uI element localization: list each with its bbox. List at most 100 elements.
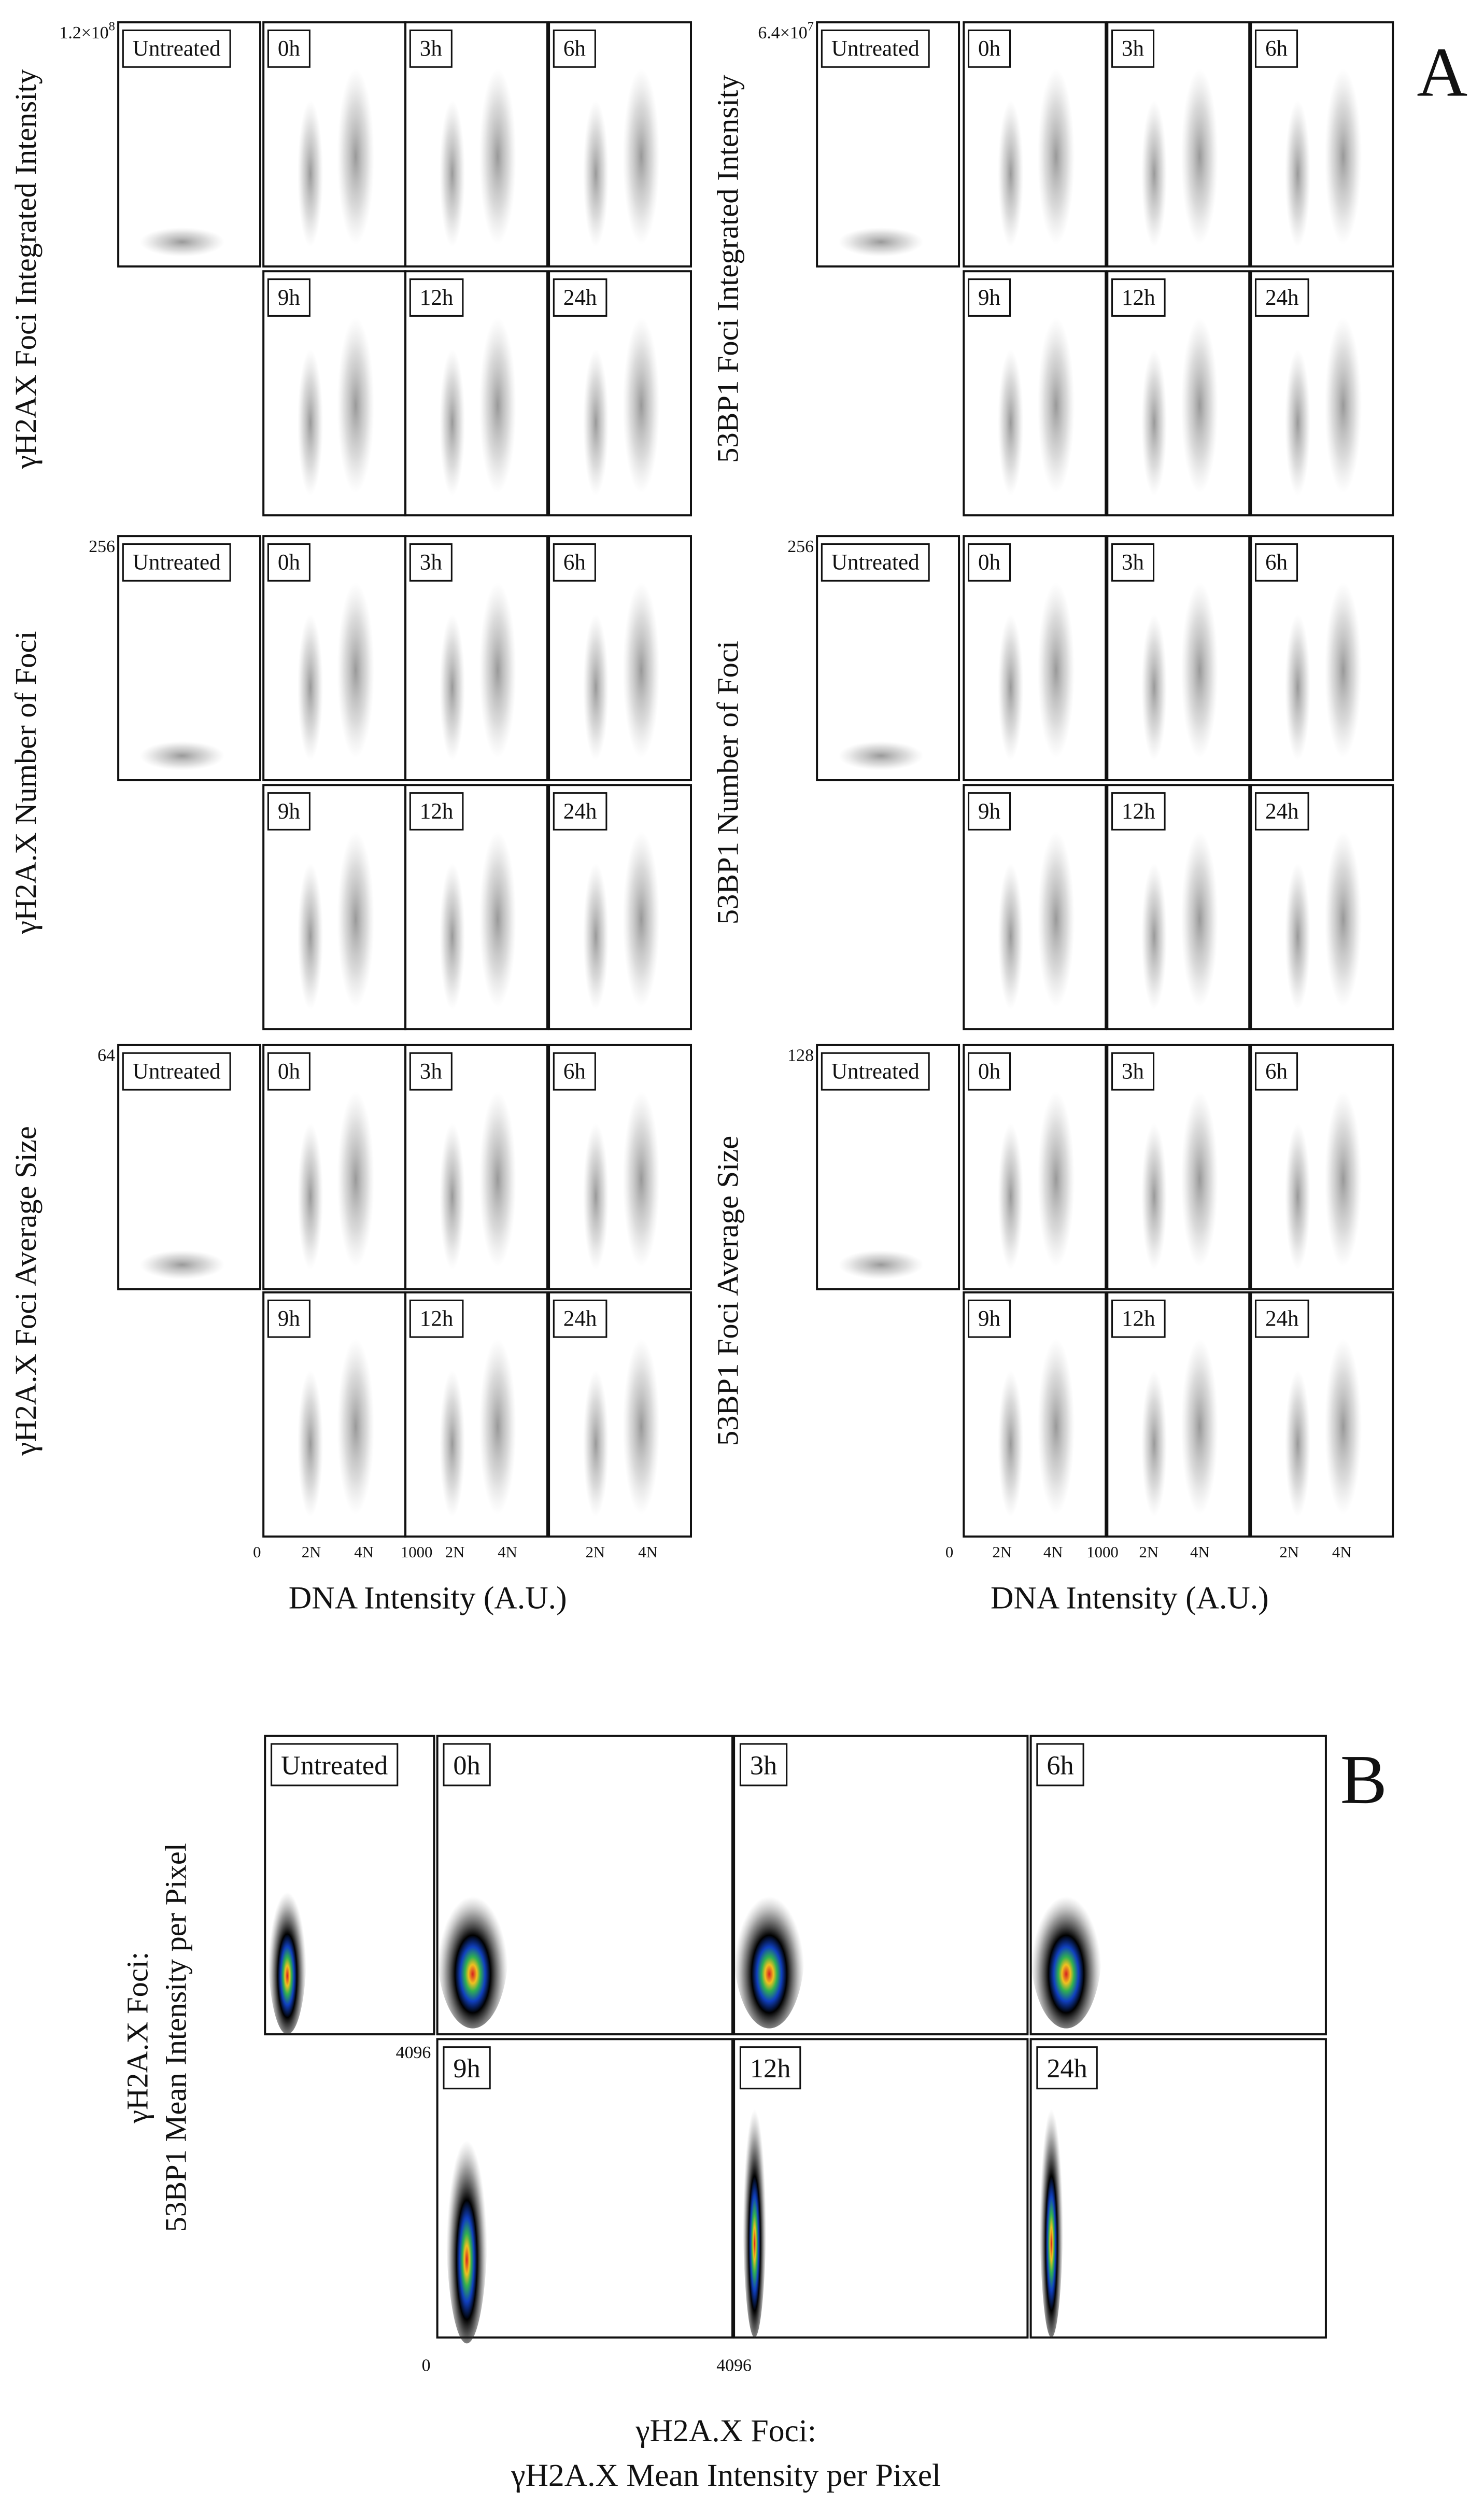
panel-tag-box	[553, 29, 596, 68]
point-cloud	[337, 1339, 374, 1515]
panel-tag-box	[122, 29, 231, 68]
x-tick-label: 4N	[498, 1543, 517, 1561]
point-cloud	[1141, 100, 1167, 247]
y-max-label: 256	[787, 537, 814, 556]
point-cloud	[1037, 1091, 1075, 1268]
point-cloud	[479, 831, 516, 1007]
panel-tag: 0h	[978, 37, 1000, 61]
panel-tag-box	[1254, 792, 1309, 831]
point-cloud	[439, 614, 465, 761]
point-cloud	[1037, 582, 1075, 758]
point-cloud	[998, 1123, 1024, 1270]
point-cloud	[439, 1123, 465, 1270]
x-tick-label: 4096	[716, 2356, 752, 2375]
point-cloud	[1285, 100, 1311, 247]
y-max-base: 1.2×10	[59, 23, 108, 43]
panel-tag-box	[553, 1052, 596, 1091]
point-cloud	[998, 614, 1024, 761]
panel-tag-box	[1254, 1299, 1309, 1338]
point-cloud	[1030, 1873, 1102, 2029]
point-cloud	[297, 349, 323, 496]
panel-tag-box	[267, 792, 310, 831]
x-tick-label: 1000	[1086, 1543, 1119, 1561]
x-tick-label: 0	[253, 1543, 261, 1561]
point-cloud	[1181, 582, 1218, 758]
x-tick-label: 0	[422, 2356, 431, 2375]
point-cloud	[1181, 831, 1218, 1007]
point-cloud	[1039, 2068, 1064, 2338]
x-axis-label: DNA Intensity (A.U.)	[991, 1580, 1269, 1615]
panel-tag: 6h	[1265, 1060, 1288, 1084]
panel-tag: Untreated	[133, 37, 221, 61]
panel-tag: 3h	[420, 1060, 442, 1084]
point-cloud	[998, 349, 1024, 496]
point-cloud	[623, 831, 660, 1007]
panel-tag-box	[122, 1052, 231, 1091]
point-cloud	[439, 349, 465, 496]
panel-tag-box	[443, 2046, 491, 2090]
panel-tag: 12h	[420, 799, 454, 824]
x-axis-label: DNA Intensity (A.U.)	[289, 1580, 567, 1615]
y-max-label: 6.4×107	[758, 19, 814, 42]
point-cloud	[479, 68, 516, 245]
panel-tag: 12h	[1122, 799, 1155, 824]
panel-tag-box	[271, 1743, 399, 1786]
x-tick-label: 2N	[1279, 1543, 1299, 1561]
point-cloud	[1037, 317, 1075, 494]
point-cloud	[583, 100, 609, 247]
point-cloud	[1181, 1339, 1218, 1515]
point-cloud	[1324, 582, 1362, 758]
panel-tag-box	[553, 1299, 607, 1338]
panel-tag: 24h	[1265, 286, 1299, 310]
panel-tag-box	[1254, 1052, 1298, 1091]
panel-tag: 6h	[1047, 1750, 1073, 1780]
panel-tag: 24h	[563, 286, 597, 310]
panel-tag: 0h	[278, 37, 300, 61]
panel-tag-box	[409, 29, 453, 68]
y-max-label: 128	[787, 1046, 814, 1065]
panel-tag-box	[122, 543, 231, 582]
panel-tag-box	[553, 278, 607, 317]
x-axis-label: γH2A.X Mean Intensity per Pixel	[511, 2458, 941, 2493]
point-cloud	[1181, 317, 1218, 494]
panel-tag: 3h	[1122, 551, 1144, 575]
point-cloud	[583, 614, 609, 761]
point-cloud	[1324, 317, 1362, 494]
panel-tag-box	[1254, 29, 1298, 68]
point-cloud	[1285, 349, 1311, 496]
panel-tag: 9h	[453, 2053, 480, 2084]
panel-tag-box	[739, 1743, 788, 1786]
scatter-panel	[1250, 535, 1394, 781]
panel-tag: 3h	[420, 551, 442, 575]
panel-tag-box	[967, 1052, 1011, 1091]
panel-tag: Untreated	[831, 1060, 920, 1084]
panel-tag: 24h	[1265, 1307, 1299, 1331]
y-axis-label: 53BP1 Number of Foci	[711, 641, 744, 924]
point-cloud	[337, 582, 374, 758]
y-axis-label: 53BP1 Foci Integrated Intensity	[711, 75, 744, 463]
point-cloud	[1285, 1370, 1311, 1517]
point-cloud	[1037, 68, 1075, 245]
panel-tag: 6h	[563, 37, 586, 61]
panel-tag-box	[1111, 543, 1155, 582]
panel-tag: Untreated	[133, 1060, 221, 1084]
x-tick-label: 1000	[401, 1543, 433, 1561]
point-cloud	[998, 863, 1024, 1010]
panel-tag: 9h	[278, 286, 300, 310]
y-max-exp: 8	[109, 19, 115, 33]
point-cloud	[439, 1370, 465, 1517]
panel-tag: Untreated	[831, 37, 920, 61]
panel-tag-box	[1254, 543, 1298, 582]
panel-tag: 6h	[1265, 551, 1288, 575]
x-tick-label: 4N	[1190, 1543, 1210, 1561]
point-cloud	[297, 614, 323, 761]
point-cloud	[1324, 1339, 1362, 1515]
panel-tag-box	[821, 1052, 930, 1091]
y-axis-label: γH2A.X Number of Foci	[9, 631, 43, 934]
point-cloud	[838, 227, 924, 257]
panel-tag-box	[267, 543, 310, 582]
panel-tag: 3h	[1122, 1060, 1144, 1084]
panel-tag: 12h	[1122, 1307, 1155, 1331]
y-axis-label: γH2A.X Foci Average Size	[9, 1126, 43, 1456]
